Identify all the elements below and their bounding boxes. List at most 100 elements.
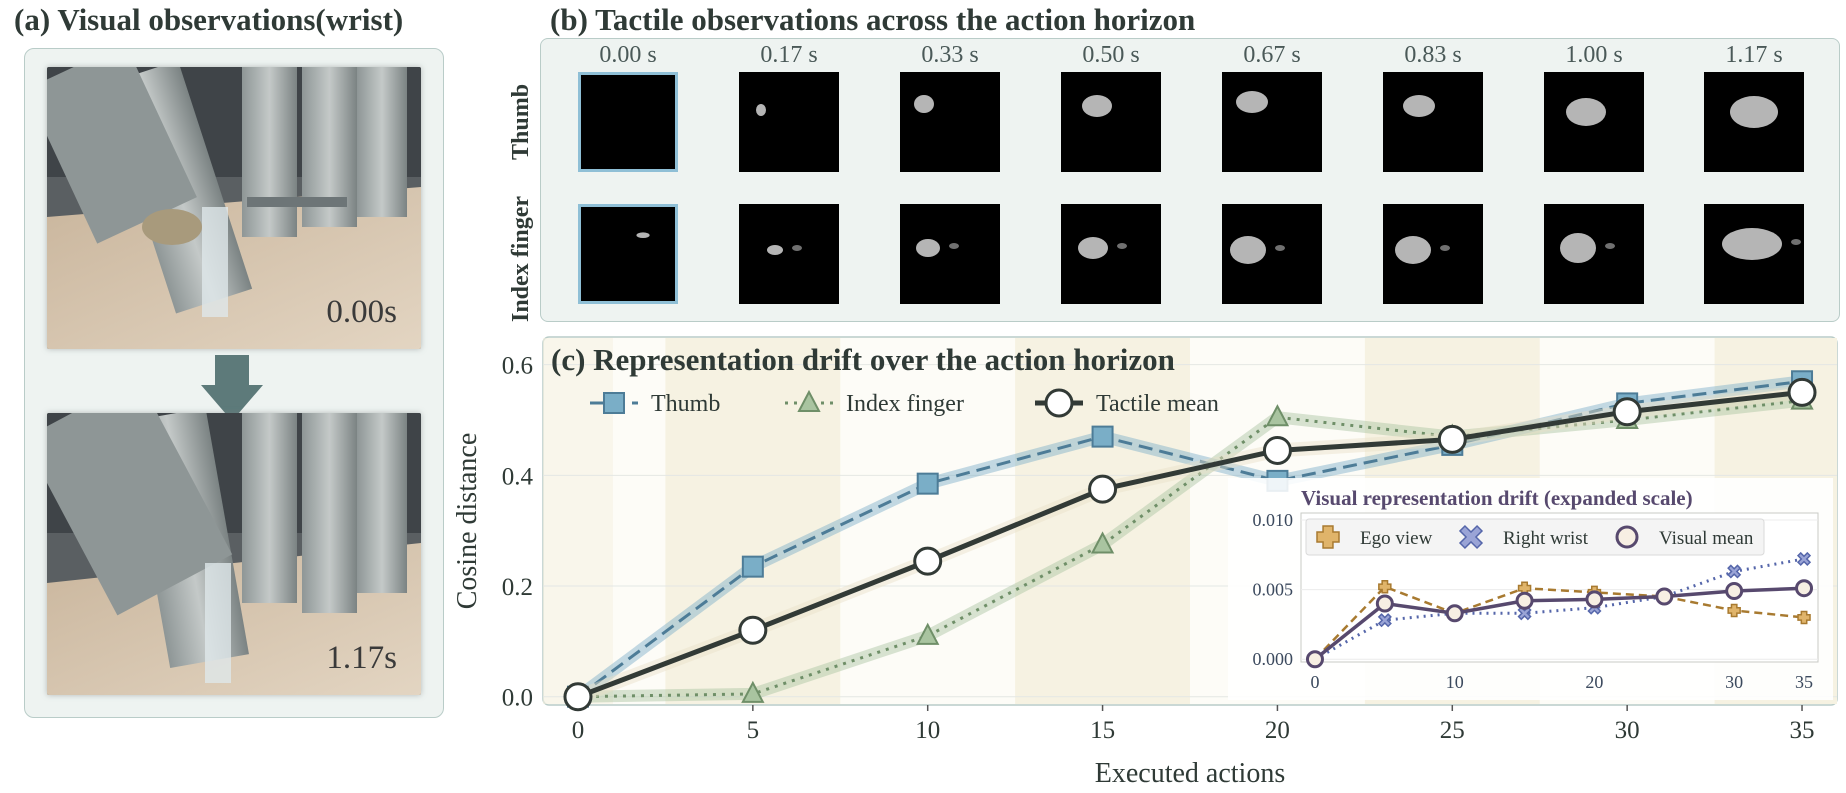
x-tick-label: 0 [572, 717, 585, 744]
tactile-index-frame [578, 204, 678, 304]
tactile-contact-blob [1395, 236, 1431, 264]
tactile-index-frame [1704, 204, 1804, 304]
time-label: 0.00 s [599, 42, 657, 68]
tactile-contact-blob [1605, 243, 1615, 249]
tactile-contact-blob [949, 243, 959, 249]
legend-label: Index finger [846, 391, 964, 417]
tactile-contact-blob [767, 245, 783, 255]
inset-legend-label: Right wrist [1503, 528, 1589, 549]
tactile-thumb-frame [1061, 72, 1161, 172]
inset-legend-label: Ego view [1360, 528, 1433, 549]
inset-x-tick-label: 20 [1585, 672, 1603, 692]
inset-legend-label: Visual mean [1659, 528, 1754, 549]
tactile-contact-blob [792, 245, 802, 251]
x-axis-label: Executed actions [1095, 758, 1285, 789]
tactile-thumb-frame [1383, 72, 1483, 172]
tactile-index-frame [900, 204, 1000, 304]
time-label: 0.33 s [921, 42, 979, 68]
time-label: 1.17 s [1725, 42, 1783, 68]
shaded-band [1015, 338, 1190, 704]
x-tick-label: 5 [747, 717, 760, 744]
tactile-index-frame [739, 204, 839, 304]
y-tick-label: 0.4 [502, 463, 534, 490]
panel-a-title: (a) Visual observations(wrist) [14, 2, 404, 37]
data-point [1437, 424, 1467, 454]
data-point [738, 615, 768, 645]
wrist-image-start: 0.00s [47, 67, 421, 349]
wrist-image-end: 1.17s [47, 413, 421, 695]
inset-data-point [1515, 591, 1534, 610]
data-point [1787, 377, 1817, 407]
inset-data-point [1727, 603, 1741, 618]
inset-data-point [1585, 590, 1604, 609]
inset-y-tick-label: 0.005 [1253, 580, 1294, 600]
legend-label: Tactile mean [1096, 391, 1219, 417]
shaded-band [543, 338, 613, 704]
inset-data-point [1797, 610, 1811, 625]
panel-b-title: (b) Tactile observations across the acti… [550, 2, 1196, 37]
time-label: 0.50 s [1082, 42, 1140, 68]
x-tick-label: 15 [1090, 717, 1115, 744]
inset-data-point [1727, 564, 1742, 579]
tactile-thumb-frame [739, 72, 839, 172]
inset-series-line [1313, 586, 1805, 661]
inset-data-point [1305, 650, 1324, 669]
inset-x-tick-label: 35 [1795, 672, 1813, 692]
visual-observations-panel: 0.00s 1.17s [24, 48, 444, 718]
tactile-contact-blob [1730, 96, 1778, 128]
inset-legend-marker [1316, 525, 1340, 549]
inset-data-point [1725, 581, 1744, 600]
time-label: 1.00 s [1565, 42, 1623, 68]
tactile-index-frame [1383, 204, 1483, 304]
inset-legend-marker [1615, 525, 1639, 549]
tactile-thumb-frame [1222, 72, 1322, 172]
series-line-tactile-mean [577, 389, 1803, 700]
y-axis-label: Cosine distance [452, 433, 483, 610]
inset-legend [1305, 518, 1765, 556]
data-point [916, 472, 939, 495]
tactile-contact-blob [756, 104, 766, 116]
data-point [1090, 531, 1115, 554]
tactile-contact-blob [1722, 228, 1782, 260]
tactile-contact-blob [914, 95, 934, 113]
tactile-contact-blob [1082, 95, 1112, 117]
inset-data-point [1375, 594, 1394, 613]
inset-series-line [1314, 557, 1805, 661]
inset-title: Visual representation drift (expanded sc… [1301, 486, 1693, 510]
wrist-photo-end [47, 413, 421, 695]
tactile-contact-blob [1791, 239, 1801, 245]
data-point [1088, 474, 1118, 504]
tactile-index-frame [1544, 204, 1644, 304]
y-tick-label: 0.6 [502, 353, 533, 380]
x-tick-label: 35 [1790, 717, 1815, 744]
inset-data-point [1377, 613, 1392, 628]
x-tick-label: 25 [1440, 717, 1465, 744]
data-point [741, 555, 764, 578]
x-tick-label: 20 [1265, 717, 1290, 744]
inset-series-line [1314, 585, 1805, 661]
image-time-end: 1.17s [326, 640, 397, 676]
data-point [1265, 404, 1290, 427]
tactile-contact-blob [1078, 237, 1108, 259]
inset-x-tick-label: 30 [1725, 672, 1743, 692]
inset-x-tick-label: 10 [1446, 672, 1464, 692]
inset-data-point [1796, 551, 1812, 567]
data-point [1612, 397, 1642, 427]
tactile-thumb-frame [1704, 72, 1804, 172]
wrist-photo-start [47, 67, 421, 349]
legend-marker [797, 389, 821, 412]
data-point [563, 682, 593, 712]
tactile-contact-blob [1440, 245, 1450, 251]
legend-label: Thumb [651, 391, 720, 417]
time-label: 0.67 s [1243, 42, 1301, 68]
inset-legend-marker [1458, 524, 1484, 550]
time-label: 0.17 s [760, 42, 818, 68]
tactile-thumb-frame [1544, 72, 1644, 172]
tactile-thumb-frame [900, 72, 1000, 172]
panel-c-title: (c) Representation drift over the action… [551, 342, 1175, 377]
tactile-contact-blob [1117, 243, 1127, 249]
tactile-contact-blob [1566, 98, 1606, 126]
time-label: 0.83 s [1404, 42, 1462, 68]
tactile-contact-blob [1403, 95, 1435, 117]
